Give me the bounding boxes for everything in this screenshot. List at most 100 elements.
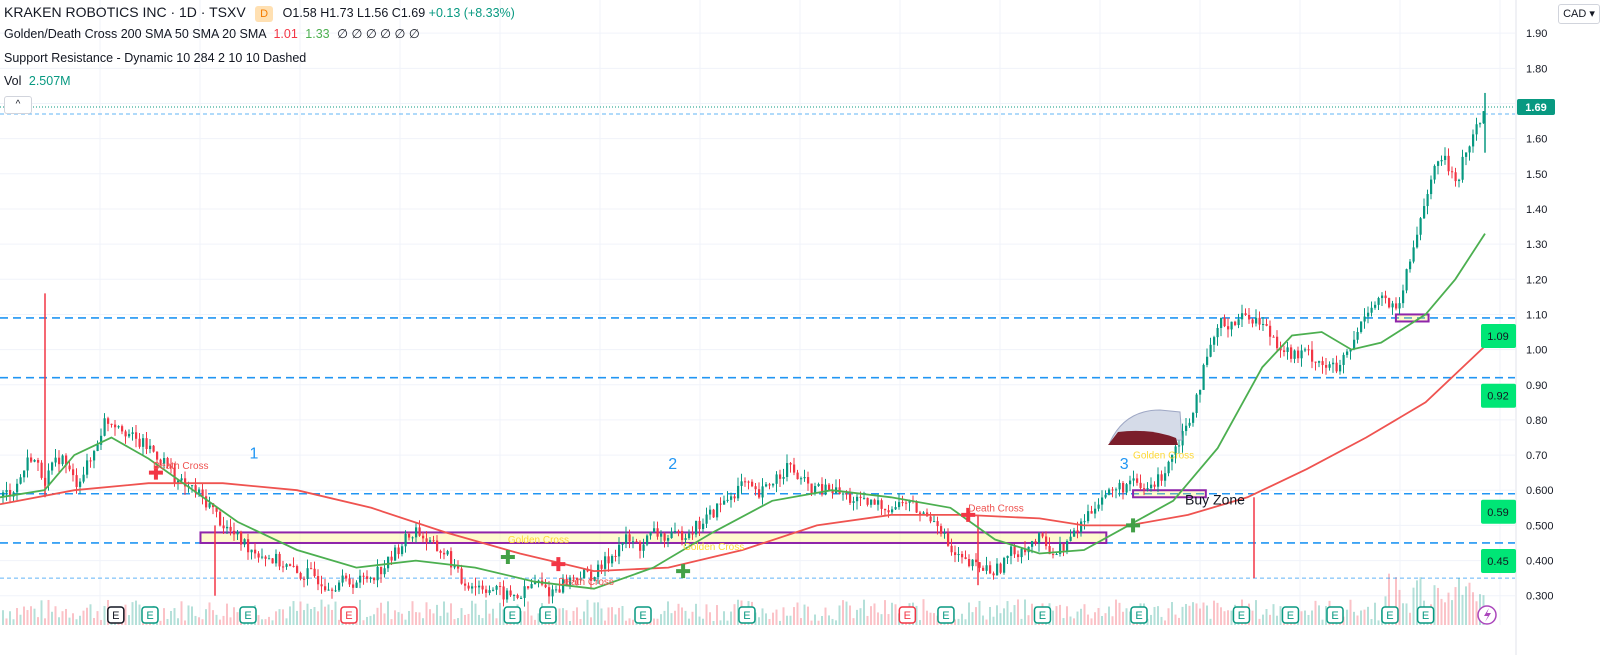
candle-body — [257, 553, 260, 558]
volume-bar — [716, 605, 718, 625]
candle-body — [1090, 511, 1093, 514]
candle-body — [950, 545, 953, 553]
collapse-legend-button[interactable]: ^ — [4, 96, 32, 114]
volume-bar — [989, 606, 991, 625]
candle-body — [1377, 298, 1380, 305]
candle-body — [292, 565, 295, 567]
candle-body — [495, 585, 498, 590]
candle-body — [229, 526, 232, 531]
volume-bar — [1255, 600, 1257, 625]
volume-bar — [443, 601, 445, 625]
candle-body — [1031, 541, 1034, 547]
candle-body — [1367, 312, 1370, 317]
earnings-event-marker — [1326, 606, 1344, 624]
earnings-event-label: E — [244, 610, 251, 622]
volume-bar — [611, 607, 613, 625]
candle-body — [877, 500, 880, 505]
candle-body — [929, 516, 932, 522]
candle-body — [807, 477, 810, 484]
death-cross-marker — [148, 465, 163, 480]
indicator-legend-cross[interactable]: Golden/Death Cross 200 SMA 50 SMA 20 SMA… — [4, 26, 420, 42]
candle-body — [492, 589, 495, 591]
volume-legend[interactable]: Vol 2.507M — [4, 73, 71, 89]
candle-body — [23, 470, 26, 478]
sma200-line — [0, 345, 1486, 573]
earnings-event-label: E — [146, 610, 153, 622]
y-tick-label: 1.20 — [1526, 274, 1547, 286]
volume-bar — [79, 615, 81, 625]
volume-bar — [61, 611, 64, 625]
candle-body — [817, 484, 820, 487]
symbol-title[interactable]: KRAKEN ROBOTICS INC · 1D · TSXV — [4, 4, 246, 20]
candle-body — [1059, 543, 1062, 555]
candle-body — [306, 568, 309, 579]
candle-body — [1174, 446, 1177, 455]
currency-selector[interactable]: CAD ▾ — [1558, 4, 1600, 24]
volume-bar — [324, 606, 326, 625]
candle-body — [72, 469, 75, 476]
volume-bar — [327, 604, 330, 625]
volume-bar — [394, 610, 396, 625]
volume-bar — [499, 602, 501, 625]
volume-bar — [842, 600, 844, 625]
candle-body — [362, 575, 365, 577]
volume-bar — [138, 604, 141, 625]
candle-body — [1388, 298, 1391, 308]
candle-body — [1213, 337, 1216, 345]
candle-body — [1164, 473, 1167, 481]
candle-body — [425, 538, 428, 542]
candle-body — [625, 534, 628, 544]
candle-body — [961, 553, 964, 558]
earnings-event-label: E — [639, 610, 646, 622]
candle-body — [1003, 558, 1006, 573]
earnings-event-marker — [1033, 606, 1052, 624]
candle-body — [317, 576, 320, 585]
volume-bar — [1097, 607, 1100, 625]
volume-bar — [1076, 611, 1079, 625]
volume-bar — [1451, 600, 1453, 625]
candle-body — [628, 534, 631, 542]
candle-body — [1412, 247, 1415, 262]
volume-bar — [583, 611, 585, 625]
candle-body — [296, 566, 299, 573]
volume-bar — [72, 613, 74, 625]
candle-body — [863, 497, 866, 499]
earnings-event-marker — [1130, 606, 1148, 624]
volume-bar — [660, 614, 662, 625]
candle-body — [1073, 530, 1076, 537]
volume-bar — [828, 615, 830, 625]
candle-body — [523, 586, 526, 598]
volume-bar — [128, 615, 130, 625]
volume-bar — [261, 619, 263, 625]
volume-bar — [390, 619, 393, 625]
candle-body — [509, 590, 512, 596]
volume-bar — [562, 608, 564, 625]
volume-bar — [278, 609, 281, 625]
candle-body — [712, 509, 715, 518]
earnings-event-label: E — [509, 610, 516, 622]
candle-body — [359, 575, 362, 583]
volume-bar — [1027, 615, 1030, 625]
volume-bar — [366, 616, 368, 625]
candle-body — [691, 533, 694, 535]
candle-body — [352, 584, 355, 588]
candle-body — [135, 432, 138, 439]
volume-bar — [411, 601, 414, 625]
candle-body — [1423, 206, 1426, 219]
candle-body — [716, 503, 719, 518]
candle-body — [37, 460, 40, 463]
volume-bar — [1405, 603, 1408, 625]
volume-bar — [86, 607, 88, 625]
volume-bar — [926, 610, 928, 625]
volume-bar — [44, 618, 46, 625]
candle-body — [450, 551, 453, 568]
volume-bar — [1353, 611, 1355, 625]
indicator-legend-sr[interactable]: Support Resistance - Dynamic 10 284 2 10… — [4, 50, 306, 66]
volume-bar — [1454, 587, 1457, 625]
candle-body — [793, 464, 796, 473]
candle-body — [530, 584, 533, 589]
candle-body — [1024, 548, 1027, 553]
candle-body — [621, 543, 624, 545]
volume-bar — [866, 615, 869, 625]
